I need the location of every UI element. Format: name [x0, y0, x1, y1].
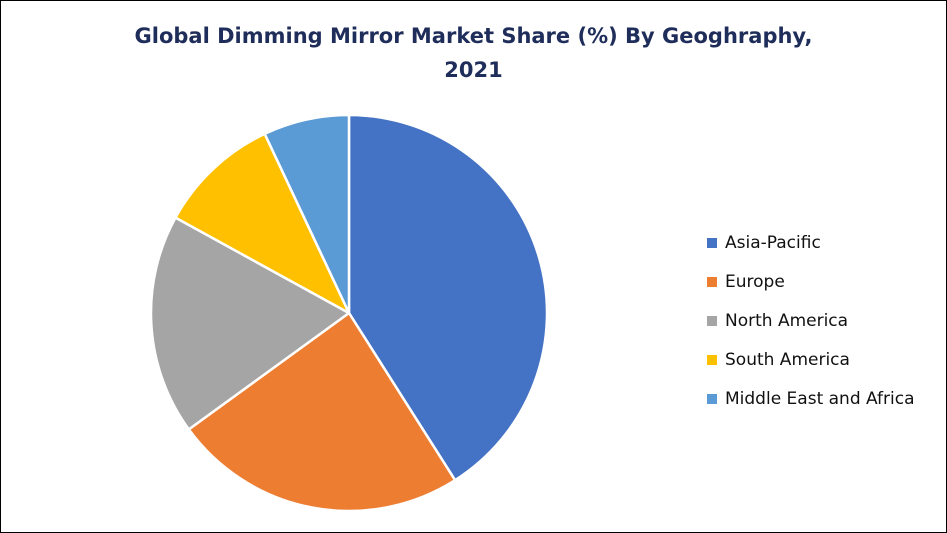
chart-title-line-1: Global Dimming Mirror Market Share (%) B…	[134, 24, 813, 48]
legend-swatch-north-america	[707, 315, 717, 326]
legend-swatch-asia-pacific	[707, 237, 717, 248]
legend-label-asia-pacific: Asia-Pacific	[725, 232, 821, 253]
legend-label-north-america: North America	[725, 310, 849, 331]
legend-swatch-south-america	[707, 354, 717, 365]
legend-item-asia-pacific: Asia-Pacific	[707, 223, 915, 262]
legend-item-europe: Europe	[707, 262, 915, 301]
chart-legend: Asia-Pacific Europe North America South …	[707, 223, 915, 418]
legend-swatch-middle-east-and-africa	[707, 393, 717, 404]
legend-label-middle-east-and-africa: Middle East and Africa	[725, 388, 915, 409]
legend-item-south-america: South America	[707, 340, 915, 379]
legend-label-south-america: South America	[725, 349, 850, 370]
pie-slice-europe	[187, 311, 457, 513]
pie-slice-south-america	[174, 132, 351, 315]
legend-swatch-europe	[707, 276, 717, 287]
chart-title: Global Dimming Mirror Market Share (%) B…	[1, 19, 946, 87]
legend-item-north-america: North America	[707, 301, 915, 340]
chart-title-line-2: 2021	[444, 58, 503, 82]
legend-label-europe: Europe	[725, 271, 785, 292]
pie-slice-north-america	[149, 216, 351, 431]
legend-item-middle-east-and-africa: Middle East and Africa	[707, 379, 915, 418]
pie-slice-middle-east-and-africa	[263, 113, 351, 315]
